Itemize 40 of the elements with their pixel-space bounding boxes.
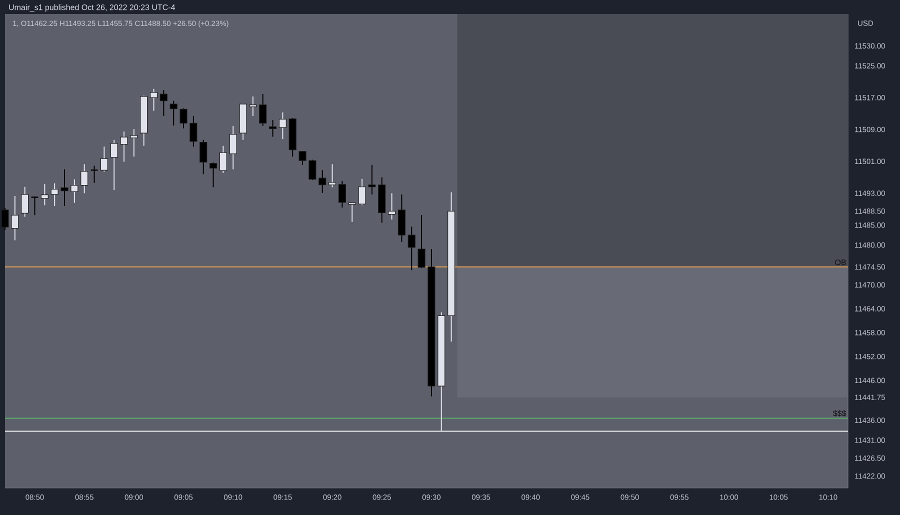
ref-line-label: OB [835, 260, 846, 266]
candlestick [30, 196, 39, 216]
candlestick [418, 214, 426, 269]
candlestick [40, 184, 48, 206]
candlestick [219, 145, 227, 174]
candlestick [120, 131, 128, 162]
candlestick [229, 125, 237, 170]
candlestick [50, 182, 58, 206]
candlestick [80, 164, 88, 194]
candlestick [180, 108, 188, 129]
candlestick [348, 202, 356, 222]
candlestick [368, 164, 376, 195]
candlestick [100, 146, 108, 172]
candlestick [110, 139, 118, 191]
candlestick [160, 90, 168, 116]
candlestick [269, 119, 277, 138]
candlestick [150, 88, 158, 112]
candlestick [249, 96, 257, 116]
candlestick [200, 139, 208, 175]
candlestick [210, 162, 218, 188]
candlestick [1, 207, 9, 230]
candlestick [298, 150, 306, 166]
candlestick [259, 94, 267, 126]
candlestick [338, 180, 346, 208]
candlestick [11, 196, 19, 241]
candlestick [308, 159, 316, 181]
candlestick [358, 178, 366, 206]
candlestick [190, 115, 198, 148]
candlestick [21, 186, 29, 218]
candlestick [60, 168, 68, 206]
candlestick [130, 128, 138, 158]
candlestick [328, 164, 336, 188]
candlestick [408, 226, 416, 271]
candlestick [318, 170, 326, 194]
candlestick [170, 100, 178, 126]
text: Umair_s1 published Oct 26, 2022 20:23 UTC-4 [9, 4, 176, 12]
candlestick [388, 192, 396, 220]
candlestick [70, 178, 78, 204]
ref-line-label: $$$ [833, 410, 846, 417]
candlestick [278, 112, 286, 140]
